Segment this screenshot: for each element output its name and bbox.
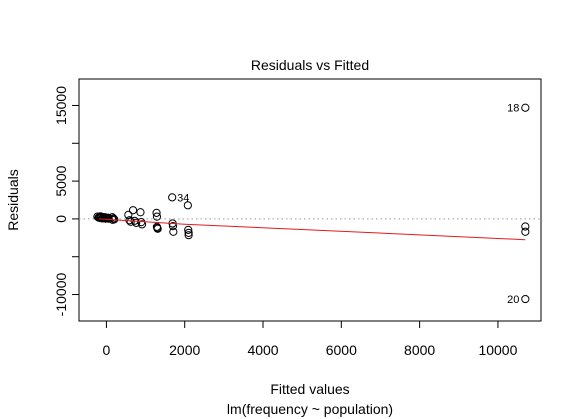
x-tick-label: 2000 [169, 342, 200, 358]
residual-point [126, 217, 135, 226]
residual-point [184, 228, 193, 237]
x-tick-label: 6000 [326, 342, 357, 358]
residual-point [521, 294, 530, 304]
y-axis: -10000 0 5000 15000 [53, 86, 80, 317]
residual-point [184, 225, 193, 234]
residual-point [184, 231, 193, 240]
residual-point [109, 214, 118, 223]
point-label: 20 [507, 294, 519, 306]
residual-point [152, 208, 161, 217]
residual-point [152, 212, 162, 221]
residual-point [137, 220, 147, 229]
y-axis-label: Residuals [5, 169, 21, 230]
residual-point [521, 103, 530, 112]
residual-point [104, 214, 113, 223]
point-label: 18 [507, 103, 519, 115]
residual-point [168, 193, 177, 202]
residual-point [521, 222, 530, 231]
residual-point [108, 213, 117, 222]
x-axis: 0 2000 4000 6000 8000 10000 [103, 320, 518, 358]
chart-title: Residuals vs Fitted [251, 57, 369, 73]
residual-point [183, 201, 192, 210]
point-label: 34 [177, 192, 189, 204]
residual-point [153, 224, 162, 233]
residual-point [98, 213, 107, 222]
residual-point [136, 208, 145, 217]
x-tick-label: 10000 [478, 342, 517, 358]
chart-subtitle: lm(frequency ~ population) [227, 401, 393, 417]
y-tick-label: 0 [53, 215, 69, 223]
y-tick-label: 15000 [53, 86, 69, 125]
x-tick-label: 4000 [247, 342, 278, 358]
x-axis-label: Fitted values [270, 381, 349, 397]
y-tick-label: -10000 [53, 273, 69, 317]
x-tick-label: 0 [103, 342, 111, 358]
smooth-trend-line [98, 218, 526, 241]
residual-points [93, 103, 530, 304]
residual-point [168, 221, 178, 231]
y-tick-label: 5000 [53, 165, 69, 196]
residual-point [132, 218, 141, 227]
residual-point [128, 206, 138, 215]
residual-point [169, 227, 178, 236]
x-tick-label: 8000 [404, 342, 435, 358]
residual-point [521, 227, 530, 236]
point-labels: 34 18 20 [177, 103, 519, 306]
